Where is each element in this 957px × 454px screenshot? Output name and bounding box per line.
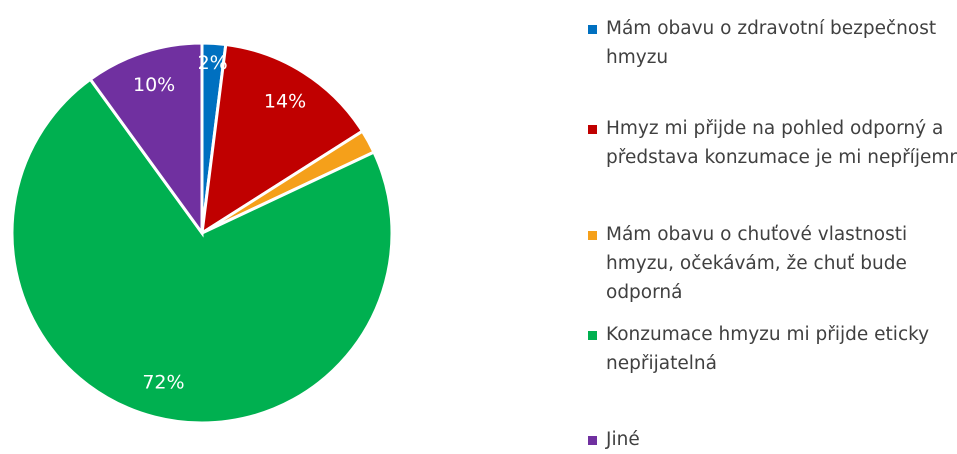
pie-slice [10, 77, 394, 425]
legend-item: Mám obavu o chuťové vlastnosti hmyzu, oč… [588, 220, 957, 307]
legend-swatch [588, 125, 597, 134]
data-label: 72% [142, 372, 184, 394]
legend-item: Konzumace hmyzu mi přijde eticky nepřija… [588, 320, 957, 378]
pie-slice [200, 42, 365, 236]
legend-swatch [588, 25, 597, 34]
legend-item: Mám obavu o zdravotní bezpečnost hmyzu [588, 14, 957, 72]
data-label: 10% [133, 74, 175, 96]
legend-swatch [588, 331, 597, 340]
legend-label: Hmyz mi přijde na pohled odporný a předs… [606, 118, 957, 168]
legend-item: Hmyz mi přijde na pohled odporný a předs… [588, 114, 957, 172]
data-label: 14% [264, 91, 306, 113]
legend-label: Mám obavu o zdravotní bezpečnost hmyzu [606, 18, 937, 68]
legend-item: Jiné [588, 425, 957, 454]
legend-swatch [588, 436, 597, 445]
legend-swatch [588, 231, 597, 240]
data-label: 2% [198, 52, 228, 74]
legend-label: Jiné [606, 429, 640, 450]
legend-label: Mám obavu o chuťové vlastnosti hmyzu, oč… [606, 224, 908, 303]
pie-chart: 2% 14% 72% 10% [10, 41, 394, 425]
legend-label: Konzumace hmyzu mi přijde eticky nepřija… [606, 324, 930, 374]
pie-slice [88, 41, 204, 238]
